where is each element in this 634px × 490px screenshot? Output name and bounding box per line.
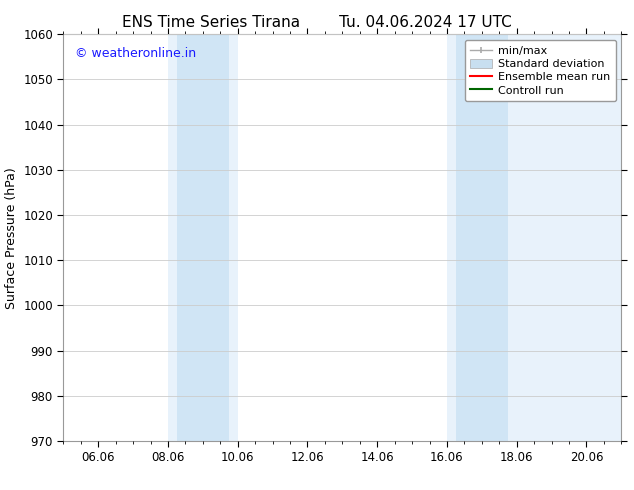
Text: © weatheronline.in: © weatheronline.in — [75, 47, 196, 59]
Y-axis label: Surface Pressure (hPa): Surface Pressure (hPa) — [4, 167, 18, 309]
Bar — [168, 34, 238, 441]
Text: ENS Time Series Tirana        Tu. 04.06.2024 17 UTC: ENS Time Series Tirana Tu. 04.06.2024 17… — [122, 15, 512, 30]
Legend: min/max, Standard deviation, Ensemble mean run, Controll run: min/max, Standard deviation, Ensemble me… — [465, 40, 616, 101]
Bar — [177, 34, 229, 441]
Bar — [447, 34, 621, 441]
Bar — [456, 34, 508, 441]
